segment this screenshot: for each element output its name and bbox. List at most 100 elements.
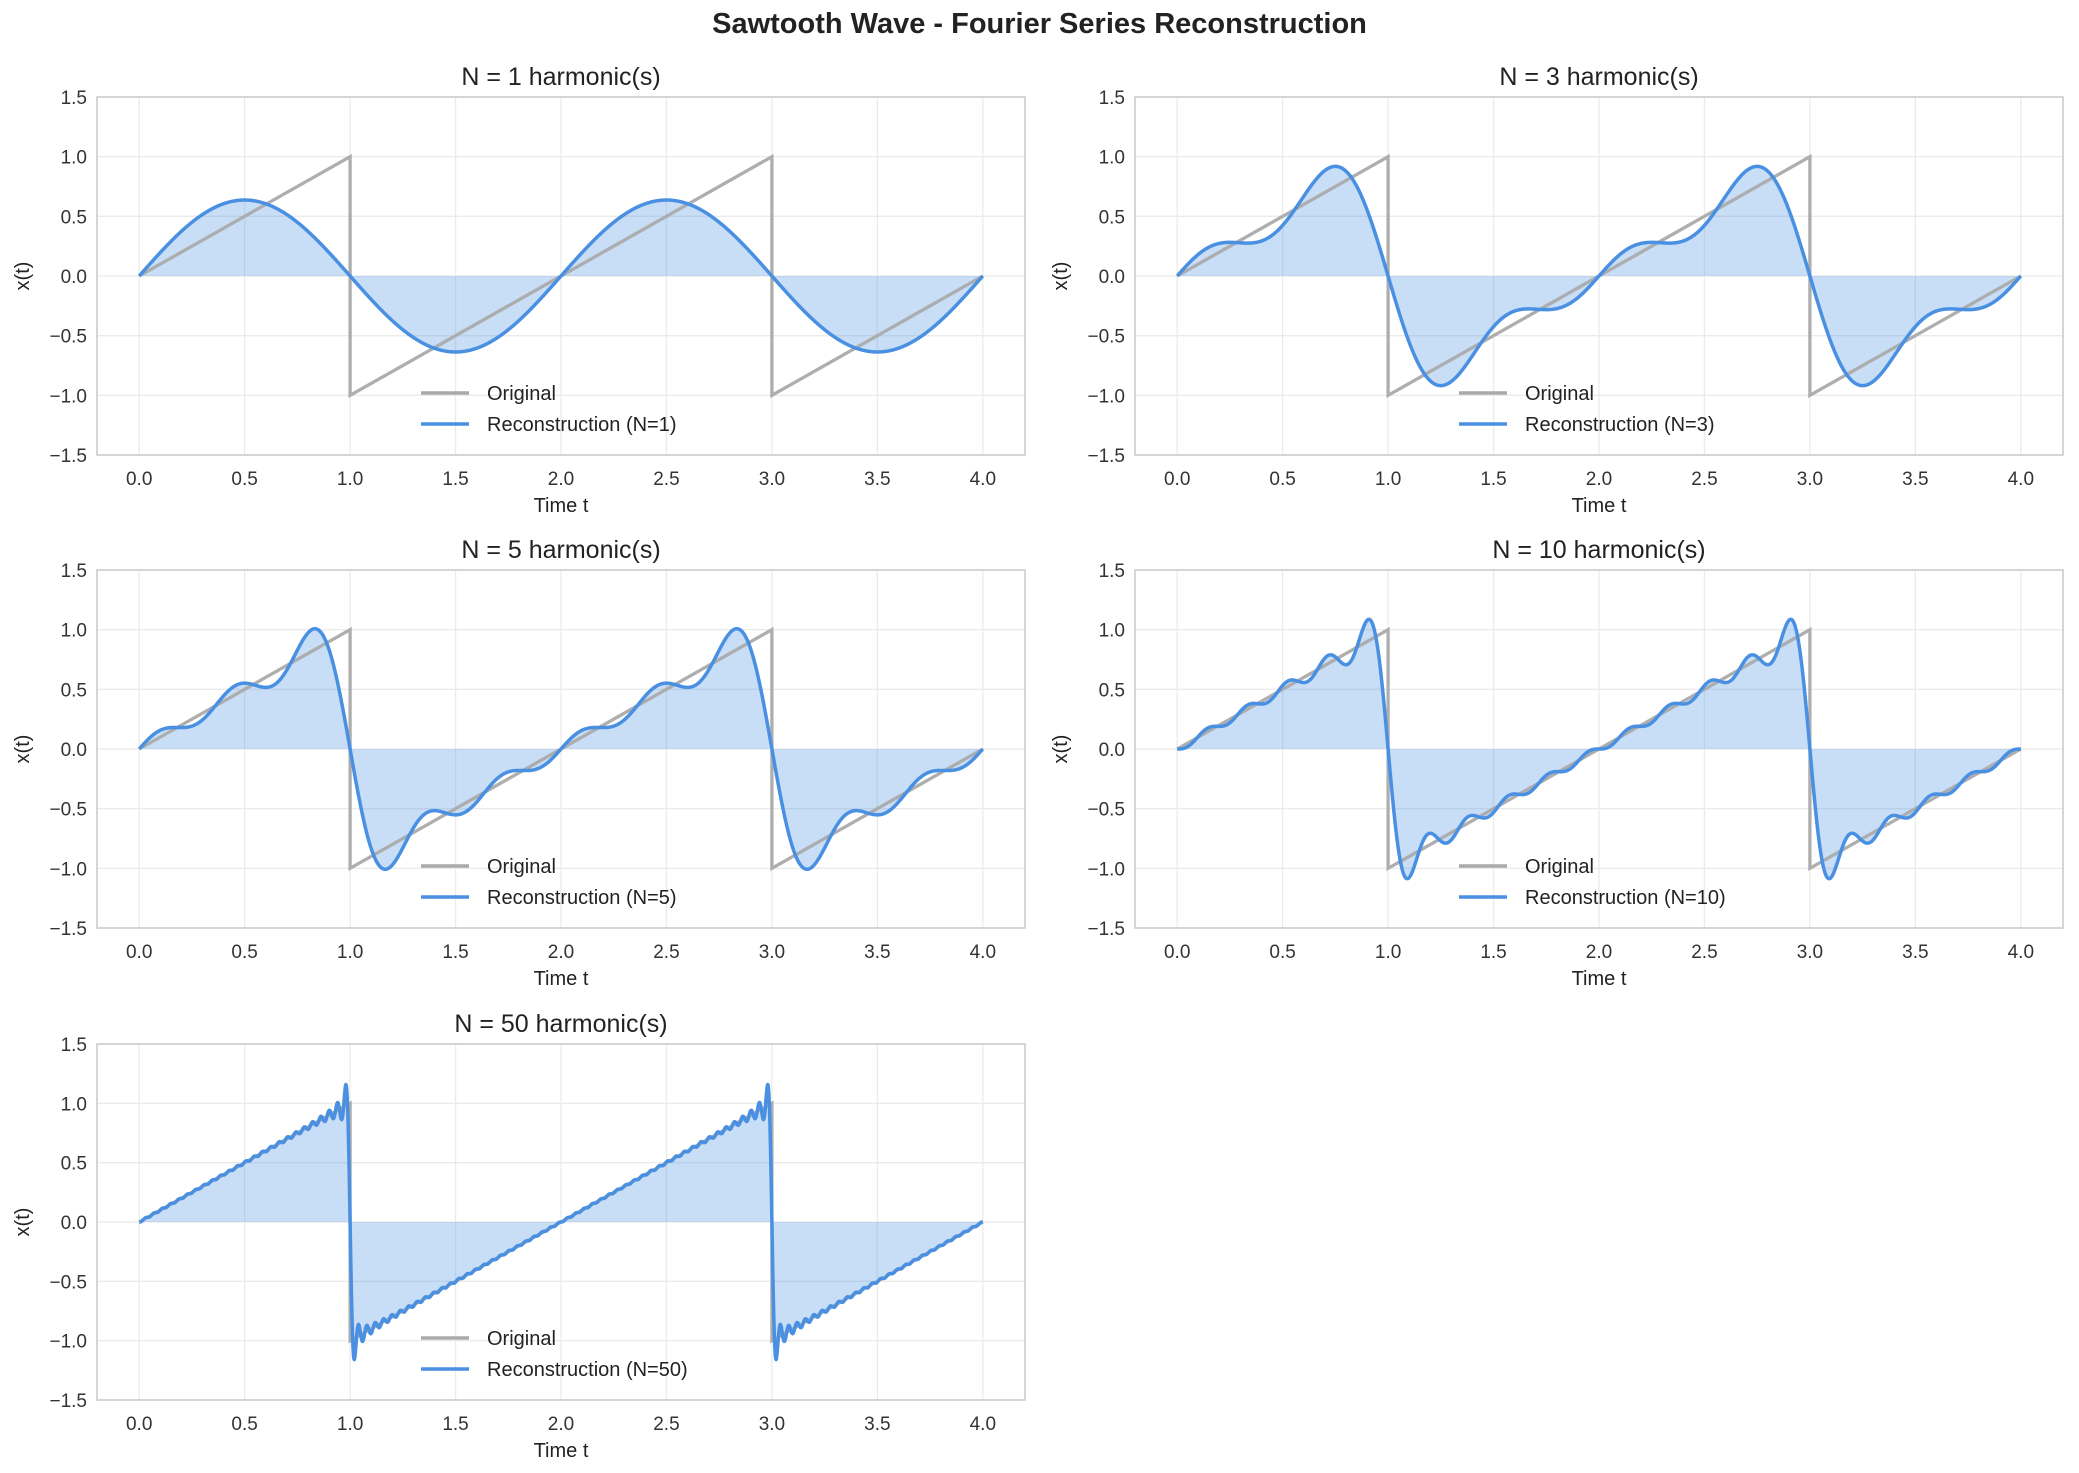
x-tick-label: 2.0 (1586, 469, 1612, 490)
y-tick-label: 1.5 (61, 1035, 87, 1056)
x-tick-label: 2.5 (653, 942, 679, 963)
x-tick-label: 1.5 (442, 469, 468, 490)
x-axis-label: Time t (1572, 495, 1627, 517)
legend-label-reconstruction: Reconstruction (N=3) (1525, 414, 1715, 436)
x-tick-label: 1.5 (442, 942, 468, 963)
x-tick-label: 2.0 (548, 942, 574, 963)
y-axis-label: x(t) (12, 262, 34, 291)
y-tick-label: 1.5 (1099, 88, 1125, 109)
subplot-title: N = 50 harmonic(s) (454, 1010, 667, 1038)
y-tick-label: −1.0 (49, 859, 87, 880)
y-tick-label: 1.5 (1099, 561, 1125, 582)
y-tick-label: −0.5 (1087, 327, 1125, 348)
x-tick-label: 3.5 (864, 1414, 890, 1435)
y-axis-label: x(t) (12, 1208, 34, 1237)
x-tick-label: 4.0 (970, 942, 996, 963)
y-tick-label: 1.5 (61, 561, 87, 582)
x-tick-label: 0.5 (1269, 942, 1295, 963)
y-tick-label: 1.0 (61, 1094, 87, 1115)
y-tick-label: 1.0 (61, 621, 87, 642)
y-tick-label: −1.0 (49, 1332, 87, 1353)
legend-label-reconstruction: Reconstruction (N=1) (487, 414, 677, 436)
subplot-1: 0.0 0.5 1.0 1.5 2.0 2.5 3.0 3.5 4.0 1.5 1.0 0.5 0.0 −… (12, 63, 1026, 517)
x-tick-label: 1.0 (1375, 942, 1401, 963)
x-tick-label: 3.0 (1797, 469, 1823, 490)
x-tick-label: 1.5 (1480, 469, 1506, 490)
legend-label-reconstruction: Reconstruction (N=5) (487, 887, 677, 909)
legend-label-original: Original (1525, 383, 1594, 405)
x-axis-label: Time t (1572, 968, 1627, 990)
reconstruction-series-line (1175, 617, 2023, 881)
x-tick-label: 1.5 (1480, 942, 1506, 963)
x-tick-label: 1.5 (442, 1414, 468, 1435)
y-axis-label: x(t) (12, 735, 34, 764)
y-tick-label: 1.5 (61, 88, 87, 109)
x-tick-label: 0.5 (231, 1414, 257, 1435)
y-tick-label: 0.5 (1099, 207, 1125, 228)
x-tick-label: 3.5 (1902, 942, 1928, 963)
x-axis-label: Time t (534, 968, 589, 990)
y-axis-label: x(t) (1050, 735, 1072, 764)
y-tick-label: 1.0 (61, 148, 87, 169)
x-axis-label: Time t (534, 1440, 589, 1462)
x-axis-label: Time t (534, 495, 589, 517)
x-tick-label: 2.5 (653, 469, 679, 490)
y-tick-label: −0.5 (49, 1272, 87, 1293)
reconstruction-series-line (137, 198, 985, 354)
axes-frame (96, 569, 1026, 929)
x-tick-label: 3.0 (759, 1414, 785, 1435)
x-tick-label: 0.5 (1269, 469, 1295, 490)
x-tick-label: 0.0 (126, 469, 152, 490)
y-tick-label: −1.0 (49, 386, 87, 407)
x-tick-label: 4.0 (2008, 942, 2034, 963)
y-tick-label: −0.5 (1087, 800, 1125, 821)
y-tick-label: 0.0 (1099, 740, 1125, 761)
y-tick-label: −1.5 (49, 919, 87, 940)
y-tick-label: −0.5 (49, 327, 87, 348)
x-tick-label: 3.0 (759, 942, 785, 963)
y-axis-label: x(t) (1050, 262, 1072, 291)
axes-frame (1134, 96, 2064, 456)
y-tick-label: 0.5 (1099, 680, 1125, 701)
subplot-3: 0.0 0.5 1.0 1.5 2.0 2.5 3.0 3.5 4.0 1.5 1.0 0.5 0.0 −… (12, 536, 1026, 990)
y-tick-label: −1.5 (49, 446, 87, 467)
y-tick-label: −1.0 (1087, 859, 1125, 880)
subplot-title: N = 10 harmonic(s) (1492, 536, 1705, 564)
y-tick-label: −1.0 (1087, 386, 1125, 407)
x-tick-label: 4.0 (970, 1414, 996, 1435)
x-tick-label: 2.5 (1691, 942, 1717, 963)
x-tick-label: 3.0 (1797, 942, 1823, 963)
x-tick-label: 0.0 (126, 1414, 152, 1435)
y-tick-label: 1.0 (1099, 148, 1125, 169)
subplot-5: 0.0 0.5 1.0 1.5 2.0 2.5 3.0 3.5 4.0 1.5 1.0 0.5 0.0 −… (12, 1010, 1026, 1462)
y-tick-label: 0.0 (61, 1213, 87, 1234)
subplot-4: 0.0 0.5 1.0 1.5 2.0 2.5 3.0 3.5 4.0 1.5 1.0 0.5 0.0 −… (1050, 536, 2064, 990)
legend-label-reconstruction: Reconstruction (N=50) (487, 1359, 688, 1381)
axes-frame (96, 96, 1026, 456)
x-tick-label: 0.5 (231, 942, 257, 963)
legend-label-original: Original (487, 1328, 556, 1350)
x-tick-label: 1.0 (1375, 469, 1401, 490)
x-tick-label: 3.5 (864, 942, 890, 963)
legend-label-original: Original (1525, 856, 1594, 878)
y-tick-label: 0.5 (61, 207, 87, 228)
x-tick-label: 2.5 (653, 1414, 679, 1435)
subplot-title: N = 3 harmonic(s) (1499, 63, 1698, 91)
subplot-title: N = 5 harmonic(s) (461, 536, 660, 564)
x-tick-label: 0.0 (126, 942, 152, 963)
reconstruction-series-line (137, 627, 985, 871)
axes-frame (96, 1043, 1026, 1401)
y-tick-label: −0.5 (49, 800, 87, 821)
y-tick-label: −1.5 (49, 1391, 87, 1412)
x-tick-label: 1.0 (337, 1414, 363, 1435)
legend-label-reconstruction: Reconstruction (N=10) (1525, 887, 1726, 909)
y-tick-label: 0.5 (61, 680, 87, 701)
y-tick-label: 0.0 (1099, 267, 1125, 288)
x-tick-label: 0.5 (231, 469, 257, 490)
x-tick-label: 1.0 (337, 942, 363, 963)
reconstruction-series-line (1175, 164, 2023, 388)
subplot-title: N = 1 harmonic(s) (461, 63, 660, 91)
legend-label-original: Original (487, 856, 556, 878)
y-tick-label: −1.5 (1087, 446, 1125, 467)
x-tick-label: 0.0 (1164, 469, 1190, 490)
